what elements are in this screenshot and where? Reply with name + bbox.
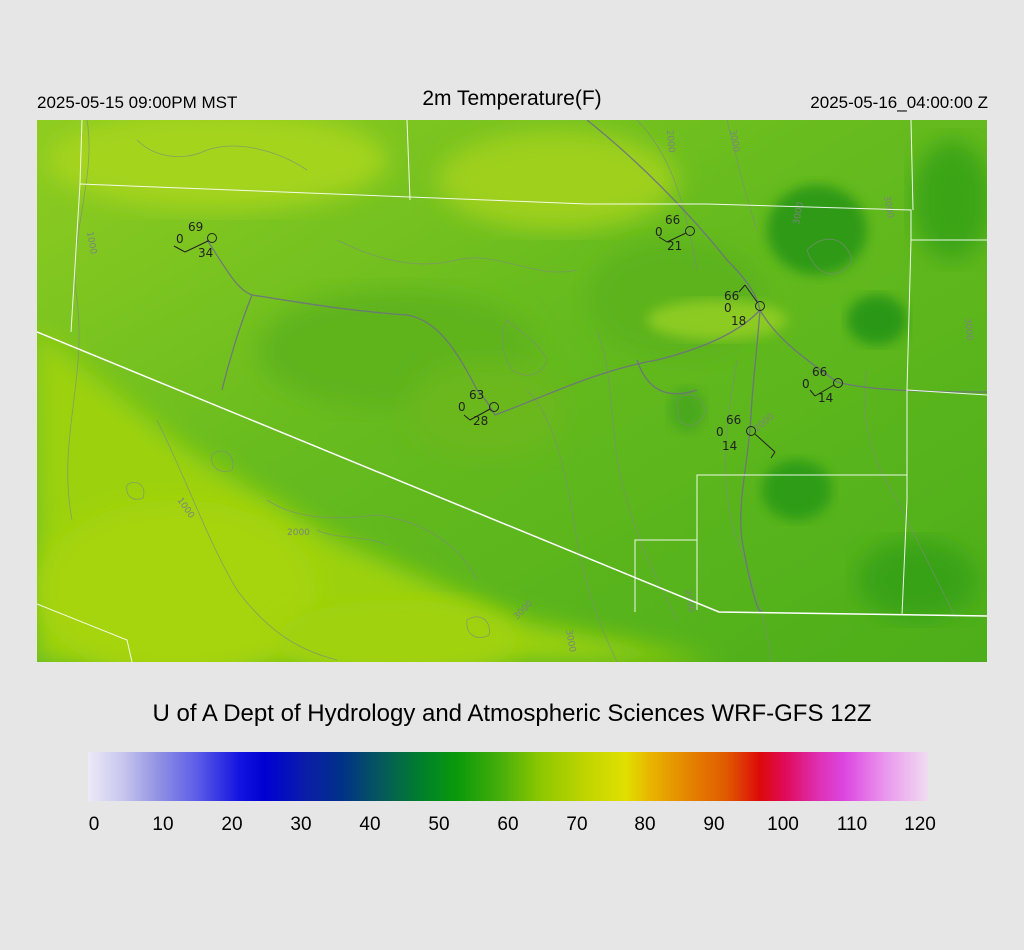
station-dewpoint: 0	[176, 232, 184, 246]
station-wind: 14	[818, 391, 833, 405]
contour-label: 3000	[563, 629, 577, 654]
station-dewpoint: 0	[655, 225, 663, 239]
colorbar-tick: 120	[904, 814, 936, 835]
contour-label: 3000	[727, 129, 741, 154]
local-time-label: 2025-05-15 09:00PM MST	[37, 93, 238, 112]
station-plots: 69 0 34 66 0 21 66 0 18 66 0 14	[173, 213, 843, 459]
temperature-colorbar	[88, 752, 928, 801]
colorbar-tick: 40	[359, 814, 381, 835]
contour-label: 3000	[881, 195, 895, 220]
credit-label: U of A Dept of Hydrology and Atmospheric…	[152, 700, 872, 727]
county-borders	[37, 120, 987, 662]
station-marker	[685, 226, 695, 236]
colorbar-tick: 80	[634, 814, 656, 835]
station-plot: 66 0 14	[716, 413, 776, 459]
station-temperature: 66	[724, 289, 739, 303]
colorbar-tick: 10	[152, 814, 174, 835]
colorbar-tick: 110	[836, 814, 868, 835]
roads	[206, 120, 987, 613]
station-marker	[755, 301, 765, 311]
station-dewpoint: 0	[724, 301, 732, 315]
temperature-map: 1000 1000 2000 2000 3000 3000 3000 3000 …	[37, 120, 987, 662]
contour-label: 2000	[287, 528, 310, 538]
station-dewpoint: 0	[716, 425, 724, 439]
colorbar-tick: 30	[290, 814, 312, 835]
station-wind: 18	[731, 314, 746, 328]
contour-label: 3000	[962, 317, 974, 341]
station-dewpoint: 0	[802, 377, 810, 391]
terrain-contours	[67, 120, 958, 662]
station-marker	[489, 402, 499, 412]
station-temperature: 63	[469, 388, 484, 402]
station-temperature: 66	[665, 213, 680, 227]
colorbar-tick: 50	[428, 814, 450, 835]
colorbar-tick: 100	[767, 814, 799, 835]
colorbar-tick: 20	[221, 814, 243, 835]
colorbar-tick: 60	[497, 814, 519, 835]
station-wind: 34	[198, 246, 213, 260]
state-border	[37, 331, 987, 617]
station-marker	[833, 378, 843, 388]
utc-time-label: 2025-05-16_04:00:00 Z	[810, 93, 988, 112]
contour-label: 2000	[682, 589, 696, 614]
station-plot: 63 0 28	[458, 388, 499, 428]
station-wind: 21	[667, 239, 682, 253]
temperature-field	[37, 120, 987, 662]
station-plot: 66 0 14	[802, 365, 843, 405]
map-title: 2m Temperature(F)	[422, 87, 602, 110]
contour-label: 2000	[664, 129, 676, 153]
station-temperature: 69	[188, 220, 203, 234]
station-plot: 66 0 21	[655, 213, 695, 253]
contour-label: 1000	[84, 231, 98, 256]
station-wind: 28	[473, 414, 488, 428]
colorbar-tick: 70	[566, 814, 588, 835]
colorbar-tick: 0	[88, 814, 100, 835]
station-temperature: 66	[726, 413, 741, 427]
station-dewpoint: 0	[458, 400, 466, 414]
station-marker	[207, 233, 217, 243]
station-wind: 14	[722, 439, 737, 453]
colorbar-tick: 90	[703, 814, 725, 835]
station-marker	[746, 426, 756, 436]
station-plot: 69 0 34	[173, 220, 217, 260]
station-plot: 66 0 18	[724, 284, 765, 328]
station-temperature: 66	[812, 365, 827, 379]
